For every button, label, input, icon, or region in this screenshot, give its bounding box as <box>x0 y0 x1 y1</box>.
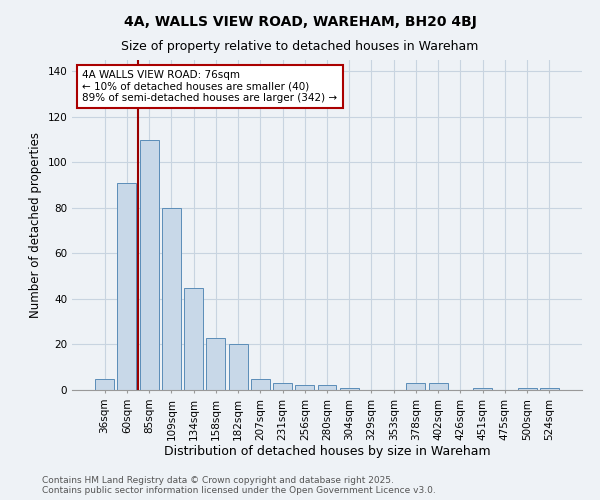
Bar <box>295 386 314 390</box>
Bar <box>406 383 425 390</box>
Bar <box>473 388 492 390</box>
Bar <box>273 383 292 390</box>
Text: 4A WALLS VIEW ROAD: 76sqm
← 10% of detached houses are smaller (40)
89% of semi-: 4A WALLS VIEW ROAD: 76sqm ← 10% of detac… <box>82 70 337 103</box>
Text: Contains HM Land Registry data © Crown copyright and database right 2025.
Contai: Contains HM Land Registry data © Crown c… <box>42 476 436 495</box>
Bar <box>429 383 448 390</box>
Bar <box>229 344 248 390</box>
Text: Size of property relative to detached houses in Wareham: Size of property relative to detached ho… <box>121 40 479 53</box>
Bar <box>140 140 158 390</box>
Bar <box>540 388 559 390</box>
Bar <box>317 386 337 390</box>
Bar <box>162 208 181 390</box>
Bar <box>518 388 536 390</box>
Bar <box>340 388 359 390</box>
Bar <box>118 183 136 390</box>
Bar <box>95 378 114 390</box>
Y-axis label: Number of detached properties: Number of detached properties <box>29 132 42 318</box>
Bar <box>184 288 203 390</box>
Text: 4A, WALLS VIEW ROAD, WAREHAM, BH20 4BJ: 4A, WALLS VIEW ROAD, WAREHAM, BH20 4BJ <box>124 15 476 29</box>
X-axis label: Distribution of detached houses by size in Wareham: Distribution of detached houses by size … <box>164 446 490 458</box>
Bar <box>251 378 270 390</box>
Bar <box>206 338 225 390</box>
